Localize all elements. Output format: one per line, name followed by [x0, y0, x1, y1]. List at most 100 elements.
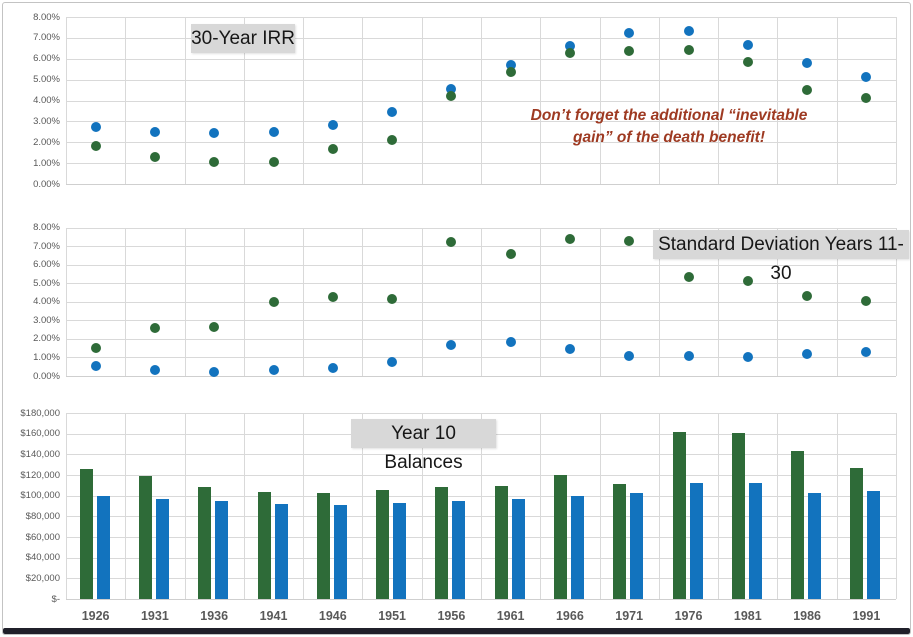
irr-chart: 8.00% 7.00% 6.00% 5.00% 4.00% 3.00% 2.00% 1.00%…	[3, 3, 910, 634]
x-axis-label: 1951	[378, 609, 406, 623]
bar-blue	[274, 503, 288, 599]
scatter-point-blue	[861, 71, 872, 82]
scatter-point-blue	[742, 40, 753, 51]
scatter-point-green	[861, 295, 872, 306]
bar-blue	[215, 500, 229, 599]
gridline-v	[303, 17, 305, 184]
scatter-point-blue	[387, 357, 398, 368]
scatter-point-green	[90, 141, 101, 152]
y-tick-label: $120,000	[20, 469, 60, 481]
y-tick-label: 2.00%	[33, 136, 60, 148]
scatter-point-green	[327, 143, 338, 154]
y-tick-label: 0.00%	[33, 370, 60, 382]
scatter-point-green	[802, 85, 813, 96]
y-tick-label: 3.00%	[33, 115, 60, 127]
y-tick-label: 8.00%	[33, 11, 60, 23]
x-axis-label: 1971	[615, 609, 644, 623]
gridline-v	[125, 413, 127, 599]
bar-blue	[452, 500, 466, 599]
scatter-point-green	[564, 47, 575, 58]
scatter-point-green	[268, 296, 279, 307]
gridline-v	[362, 17, 364, 184]
scatter-point-blue	[683, 25, 694, 36]
bar-blue	[511, 498, 525, 599]
scatter-point-green	[446, 237, 457, 248]
bar-green	[257, 492, 271, 599]
x-axis: 1926 1931 1936 1941 1946 1951 1956 1961 1966 1971…	[3, 3, 910, 634]
gridline-v	[481, 227, 482, 376]
bar-green	[435, 486, 449, 599]
scatter-point-blue	[505, 336, 516, 347]
gridline-v	[836, 413, 838, 599]
bar-green	[731, 432, 745, 599]
gridline-v	[599, 227, 601, 376]
y-tick-label: 1.00%	[33, 157, 60, 169]
bar-blue	[96, 495, 110, 599]
gridline-v	[303, 227, 305, 376]
gridline-v	[836, 227, 838, 376]
scatter-point-green	[861, 93, 872, 104]
scatter-point-green	[149, 151, 160, 162]
scatter-point-green	[149, 322, 160, 333]
y-tick-label: 4.00%	[33, 296, 60, 308]
scatter-point-blue	[149, 365, 160, 376]
y-tick-label: $180,000	[20, 407, 60, 419]
x-axis-label: 1966	[555, 609, 584, 623]
gridline-v	[896, 17, 897, 184]
bar-blue	[570, 495, 584, 599]
gridline-v	[777, 227, 779, 376]
gridline-h	[66, 599, 896, 600]
bar-blue	[630, 492, 644, 599]
gridline-v	[718, 17, 720, 184]
scatter-point-blue	[446, 84, 457, 94]
scatter-point-blue	[149, 126, 160, 137]
bar-green	[791, 450, 805, 599]
scatter-point-blue	[624, 27, 635, 38]
gridline-v	[658, 413, 660, 599]
gridline-v	[362, 227, 364, 376]
y-tick-label: $80,000	[25, 510, 60, 522]
gridline-v	[481, 17, 482, 184]
annotation-note: Don’t forget the additional “inevitable …	[530, 107, 808, 146]
y-tick-label: 2.00%	[33, 333, 60, 345]
gridline-v	[125, 227, 127, 376]
y-tick-label: $-	[51, 593, 60, 605]
y-tick-label: 5.00%	[33, 74, 60, 86]
x-axis-label: 1961	[496, 609, 525, 623]
std-dev-chart: 8.00% 7.00% 6.00% 5.00% 4.00% 3.00% 2.00% 1.00%…	[3, 3, 910, 634]
y-tick-label: $140,000	[20, 448, 60, 460]
x-axis-label: 1991	[852, 609, 881, 623]
gridline-v	[66, 413, 67, 599]
scatter-point-green	[802, 291, 813, 302]
gridline-v	[184, 17, 186, 184]
scatter-point-blue	[683, 350, 694, 361]
y-tick-label: 3.00%	[33, 314, 60, 326]
scatter-point-green	[683, 45, 694, 56]
gridline-h	[66, 184, 896, 185]
scatter-point-blue	[268, 365, 279, 376]
balances-chart: $180,000 $160,000 $140,000 $120,000 $100,000…	[3, 3, 910, 634]
gridline-v	[421, 227, 423, 376]
x-axis-label: 1926	[81, 609, 110, 623]
bar-blue	[867, 490, 881, 599]
gridline-v	[836, 17, 838, 184]
bottom-border-bar	[3, 628, 910, 634]
scatter-point-green	[742, 56, 753, 67]
bar-blue	[333, 505, 347, 599]
scatter-point-blue	[90, 360, 101, 371]
scatter-point-blue	[564, 41, 575, 52]
gridline-v	[896, 227, 897, 376]
gridline-v	[540, 17, 542, 184]
bar-green	[316, 492, 330, 599]
bar-green	[79, 468, 93, 599]
scatter-point-blue	[861, 346, 872, 357]
scatter-point-blue	[327, 362, 338, 373]
gridline-v	[243, 17, 245, 184]
std-dev-chart-title: Standard Deviation Years 11-30	[653, 230, 909, 284]
scatter-point-blue	[742, 352, 753, 363]
gridline-v	[243, 413, 245, 599]
gridline-v	[421, 17, 423, 184]
y-tick-label: 6.00%	[33, 53, 60, 65]
x-axis-label: 1976	[674, 609, 703, 623]
gridline-v	[599, 17, 601, 184]
